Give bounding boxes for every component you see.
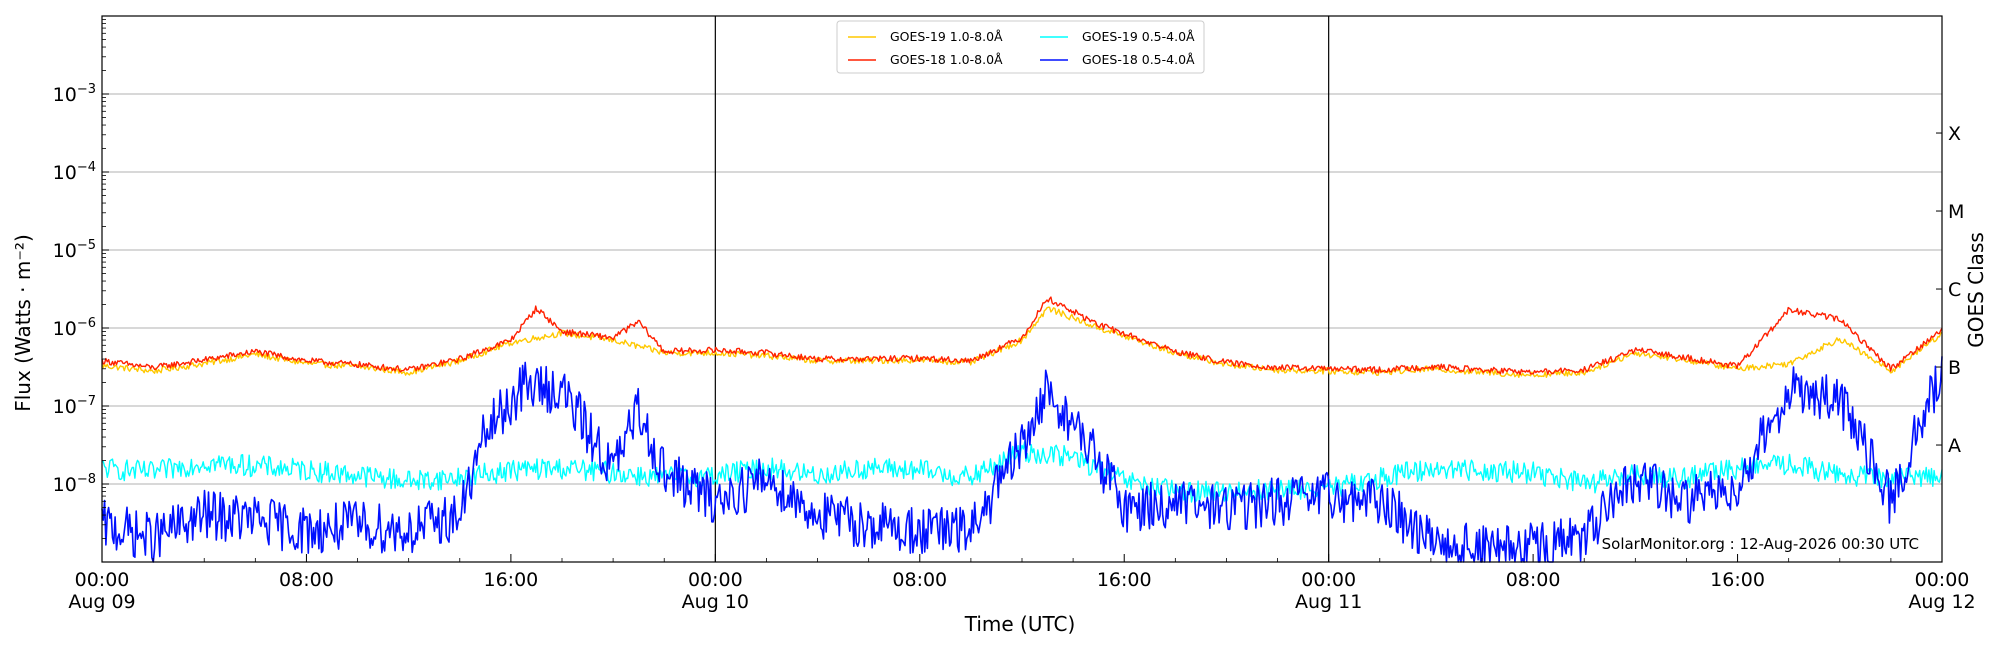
series-line-goes-18-1-0-8-0- (101, 296, 1943, 376)
x-tick-time-label: 16:00 (1710, 569, 1765, 591)
x-tick-date-label: Aug 11 (1295, 591, 1362, 613)
y-tick-label: 10−7 (53, 394, 96, 418)
legend-label: GOES-19 0.5-4.0Å (1082, 29, 1195, 44)
goes-class-label-x: X (1948, 123, 1961, 145)
y-tick-label: 10−4 (53, 160, 96, 184)
y-tick-label: 10−5 (53, 238, 96, 262)
goes-class-axis-title: GOES Class (1964, 232, 1988, 348)
series-line-goes-18-0-5-4-0- (101, 356, 1943, 563)
y-tick-label: 10−8 (53, 472, 96, 496)
legend-label: GOES-19 1.0-8.0Å (890, 29, 1003, 44)
x-tick-time-label: 08:00 (279, 569, 334, 591)
series-lines (101, 296, 1943, 563)
x-tick-time-label: 08:00 (892, 569, 947, 591)
goes-class-label-a: A (1948, 435, 1961, 457)
x-axis-title: Time (UTC) (964, 612, 1076, 636)
solarmonitor-watermark: SolarMonitor.org : 12-Aug-2026 00:30 UTC (1602, 535, 1919, 553)
x-tick-time-label: 16:00 (1097, 569, 1152, 591)
goes-class-label-b: B (1948, 357, 1961, 379)
legend-label: GOES-18 0.5-4.0Å (1082, 52, 1195, 67)
day-divider-lines (714, 16, 1330, 562)
goes-class-labels: A B C M X (1936, 123, 1964, 457)
y-axis-title: Flux (Watts · m⁻²) (11, 234, 35, 412)
series-line-goes-19-1-0-8-0- (101, 306, 1943, 378)
x-tick-date-label: Aug 09 (68, 591, 135, 613)
y-axis-ticks: 10−8 10−7 10−6 10−5 10−4 10−3 (53, 19, 109, 539)
x-tick-time-label: 08:00 (1506, 569, 1561, 591)
y-tick-label: 10−3 (53, 82, 96, 106)
y-tick-label: 10−6 (53, 316, 96, 340)
legend: GOES-19 1.0-8.0Å GOES-18 1.0-8.0Å GOES-19 … (836, 20, 1205, 74)
x-tick-date-label: Aug 10 (682, 591, 749, 613)
x-tick-time-label: 00:00 (688, 569, 743, 591)
legend-frame (836, 20, 1205, 74)
x-tick-time-label: 00:00 (1915, 569, 1970, 591)
legend-label: GOES-18 1.0-8.0Å (890, 52, 1003, 67)
x-tick-time-label: 16:00 (484, 569, 539, 591)
x-tick-time-label: 00:00 (75, 569, 130, 591)
x-tick-time-label: 00:00 (1301, 569, 1356, 591)
goes-class-label-m: M (1948, 201, 1964, 223)
plot-frame (101, 15, 1943, 563)
x-tick-date-label: Aug 12 (1908, 591, 1975, 613)
goes-class-label-c: C (1948, 279, 1961, 301)
